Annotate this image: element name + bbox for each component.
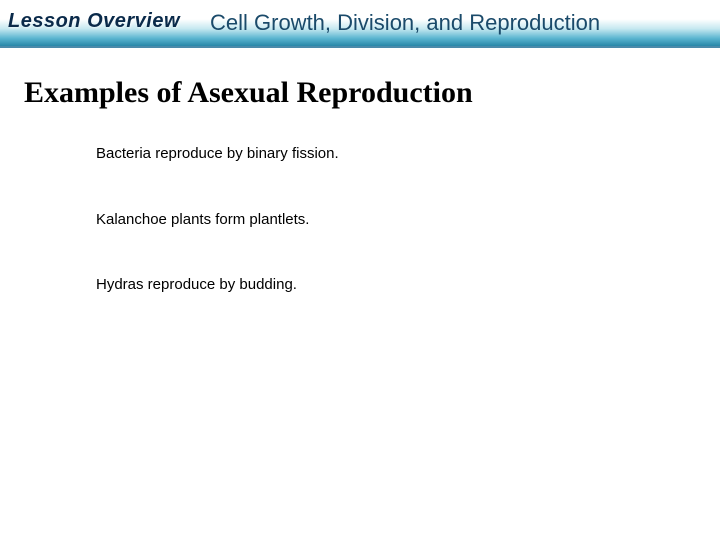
page-title: Examples of Asexual Reproduction <box>24 76 696 110</box>
header-underline <box>0 46 720 48</box>
lesson-title: Cell Growth, Division, and Reproduction <box>210 10 600 36</box>
body-item: Kalanchoe plants form plantlets. <box>96 210 696 230</box>
lesson-overview-label: Lesson Overview <box>8 10 180 33</box>
slide-content: Examples of Asexual Reproduction Bacteri… <box>0 48 720 295</box>
slide-header: Lesson Overview Cell Growth, Division, a… <box>0 0 720 48</box>
body-item: Hydras reproduce by budding. <box>96 275 696 295</box>
body-item: Bacteria reproduce by binary fission. <box>96 144 696 164</box>
